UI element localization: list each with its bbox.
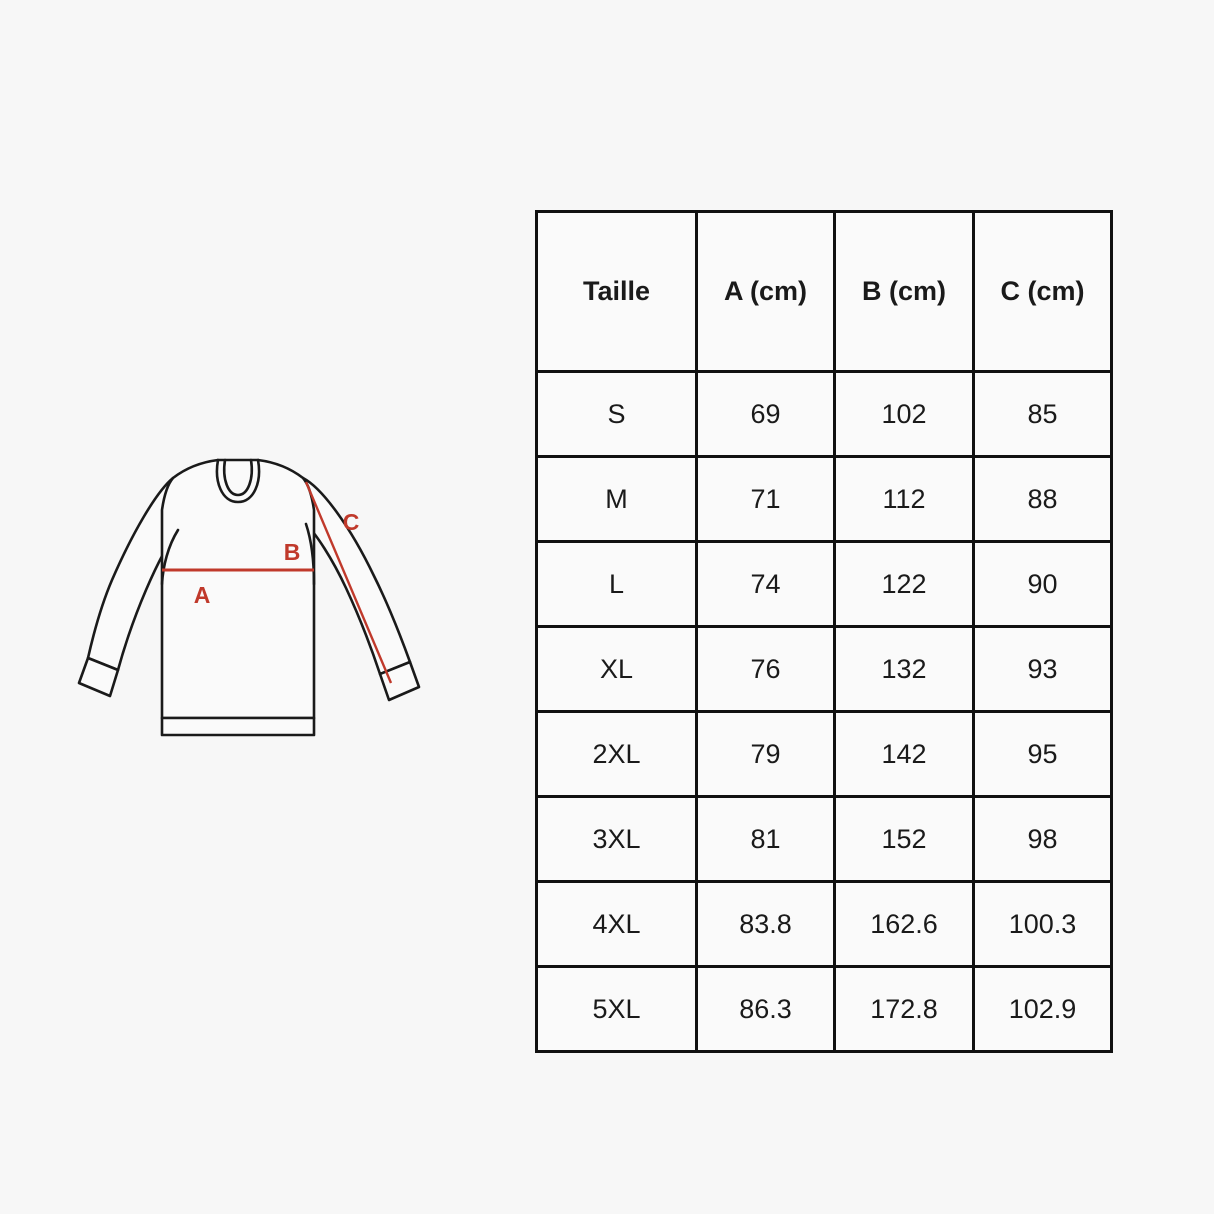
cell-b: 162.6 — [833, 880, 975, 968]
cell-b: 132 — [833, 625, 975, 713]
table-header-row: Taille A (cm) B (cm) C (cm) — [535, 210, 1113, 373]
cell-a: 74 — [695, 540, 836, 628]
cell-size: 2XL — [535, 710, 698, 798]
cell-a: 79 — [695, 710, 836, 798]
cell-b: 152 — [833, 795, 975, 883]
collar-outer-edge — [215, 458, 261, 504]
cell-a: 71 — [695, 455, 836, 543]
table-row: XL 76 132 93 — [535, 625, 1113, 713]
armhole-seams-group — [160, 522, 316, 586]
cell-size: XL — [535, 625, 698, 713]
table-row: 4XL 83.8 162.6 100.3 — [535, 880, 1113, 968]
cell-b: 122 — [833, 540, 975, 628]
cell-b: 172.8 — [833, 965, 975, 1053]
column-header-a: A (cm) — [695, 210, 836, 373]
cell-c: 98 — [972, 795, 1113, 883]
right-armhole-seam — [304, 522, 316, 586]
right-cuff — [378, 660, 421, 702]
cell-size: 5XL — [535, 965, 698, 1053]
column-header-taille: Taille — [535, 210, 698, 373]
collar-inner-edge — [222, 458, 254, 497]
cell-a: 76 — [695, 625, 836, 713]
cell-b: 142 — [833, 710, 975, 798]
cell-c: 90 — [972, 540, 1113, 628]
cell-c: 102.9 — [972, 965, 1113, 1053]
cell-c: 88 — [972, 455, 1113, 543]
collar-group — [215, 458, 261, 504]
cell-a: 81 — [695, 795, 836, 883]
cell-a: 83.8 — [695, 880, 836, 968]
measure-label-c: C — [343, 509, 360, 535]
right-sleeve-shape — [301, 476, 412, 676]
cell-c: 93 — [972, 625, 1113, 713]
left-cuff — [77, 656, 120, 698]
measure-label-b: B — [284, 539, 301, 565]
body-shape — [160, 458, 316, 720]
size-table-header: Taille A (cm) B (cm) C (cm) — [535, 210, 1113, 373]
table-row: 3XL 81 152 98 — [535, 795, 1113, 883]
cell-size: S — [535, 370, 698, 458]
column-header-c: C (cm) — [972, 210, 1113, 373]
cell-c: 85 — [972, 370, 1113, 458]
table-row: 2XL 79 142 95 — [535, 710, 1113, 798]
cell-size: M — [535, 455, 698, 543]
size-table-container: Taille A (cm) B (cm) C (cm) S 69 102 85 … — [535, 210, 1113, 1053]
cell-c: 100.3 — [972, 880, 1113, 968]
garment-diagram: A B C — [60, 430, 480, 770]
cell-size: 4XL — [535, 880, 698, 968]
size-table-body: S 69 102 85 M 71 112 88 L 74 122 90 — [535, 370, 1113, 1053]
cell-a: 69 — [695, 370, 836, 458]
measurement-annotations-group: A B C — [162, 481, 393, 684]
cell-size: 3XL — [535, 795, 698, 883]
column-header-b: B (cm) — [833, 210, 975, 373]
measure-line-c — [304, 481, 393, 684]
cell-b: 102 — [833, 370, 975, 458]
left-armhole-seam — [160, 528, 180, 586]
garment-outline-group — [77, 458, 421, 737]
measure-label-a: A — [194, 582, 211, 608]
sweatshirt-illustration: A B C — [77, 458, 421, 737]
table-row: L 74 122 90 — [535, 540, 1113, 628]
cell-size: L — [535, 540, 698, 628]
cell-c: 95 — [972, 710, 1113, 798]
table-row: M 71 112 88 — [535, 455, 1113, 543]
cell-b: 112 — [833, 455, 975, 543]
table-row: 5XL 86.3 172.8 102.9 — [535, 965, 1113, 1053]
cell-a: 86.3 — [695, 965, 836, 1053]
hem-band — [160, 716, 316, 737]
size-table: Taille A (cm) B (cm) C (cm) S 69 102 85 … — [535, 210, 1113, 1053]
table-row: S 69 102 85 — [535, 370, 1113, 458]
